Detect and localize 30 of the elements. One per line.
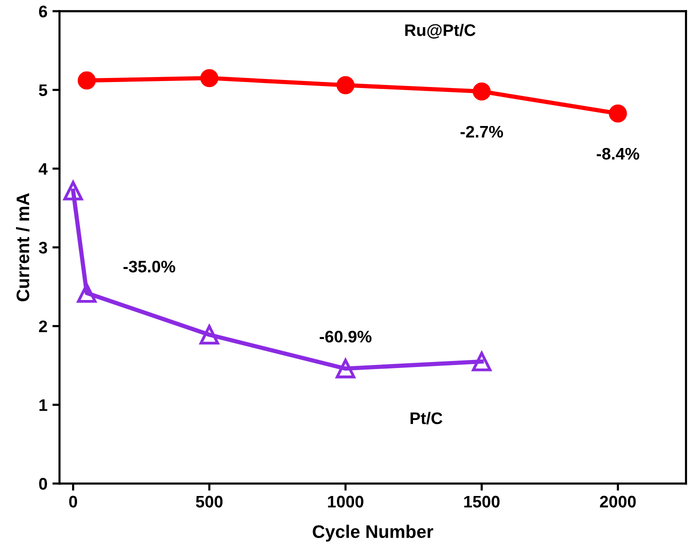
x-tick-label: 500 bbox=[196, 496, 223, 508]
point bbox=[608, 104, 627, 123]
y-tick-label: 1 bbox=[39, 399, 48, 411]
y-tick-label: 6 bbox=[39, 6, 48, 18]
y-tick-label: 5 bbox=[38, 84, 48, 96]
y-tick-label: 0 bbox=[39, 478, 48, 490]
annotation: -35.0% bbox=[123, 260, 176, 273]
point bbox=[63, 180, 83, 200]
y-tick-label: 2 bbox=[39, 320, 48, 332]
point bbox=[78, 71, 96, 90]
x-tick-label: 1500 bbox=[464, 496, 500, 508]
point bbox=[336, 76, 355, 94]
y-tick-label: 4 bbox=[38, 163, 48, 175]
y-tick-label: 3 bbox=[38, 242, 48, 254]
point bbox=[200, 69, 218, 88]
y-axis-title: Current / mA bbox=[16, 193, 30, 302]
x-axis-title: Cycle Number bbox=[312, 524, 434, 542]
text: Ru@Pt/C bbox=[405, 24, 476, 39]
point bbox=[200, 325, 220, 344]
annotation: -8.4% bbox=[596, 148, 640, 160]
text: Pt/C bbox=[410, 412, 442, 424]
point bbox=[77, 283, 96, 303]
annotation: -2.7% bbox=[460, 126, 504, 138]
annotation: -60.9% bbox=[320, 330, 372, 343]
point bbox=[336, 358, 356, 378]
point bbox=[472, 352, 492, 372]
x-tick-label: 1000 bbox=[328, 496, 364, 508]
x-tick-label: 2000 bbox=[600, 496, 636, 508]
point bbox=[472, 82, 491, 101]
x-tick-label: 0 bbox=[69, 496, 78, 508]
